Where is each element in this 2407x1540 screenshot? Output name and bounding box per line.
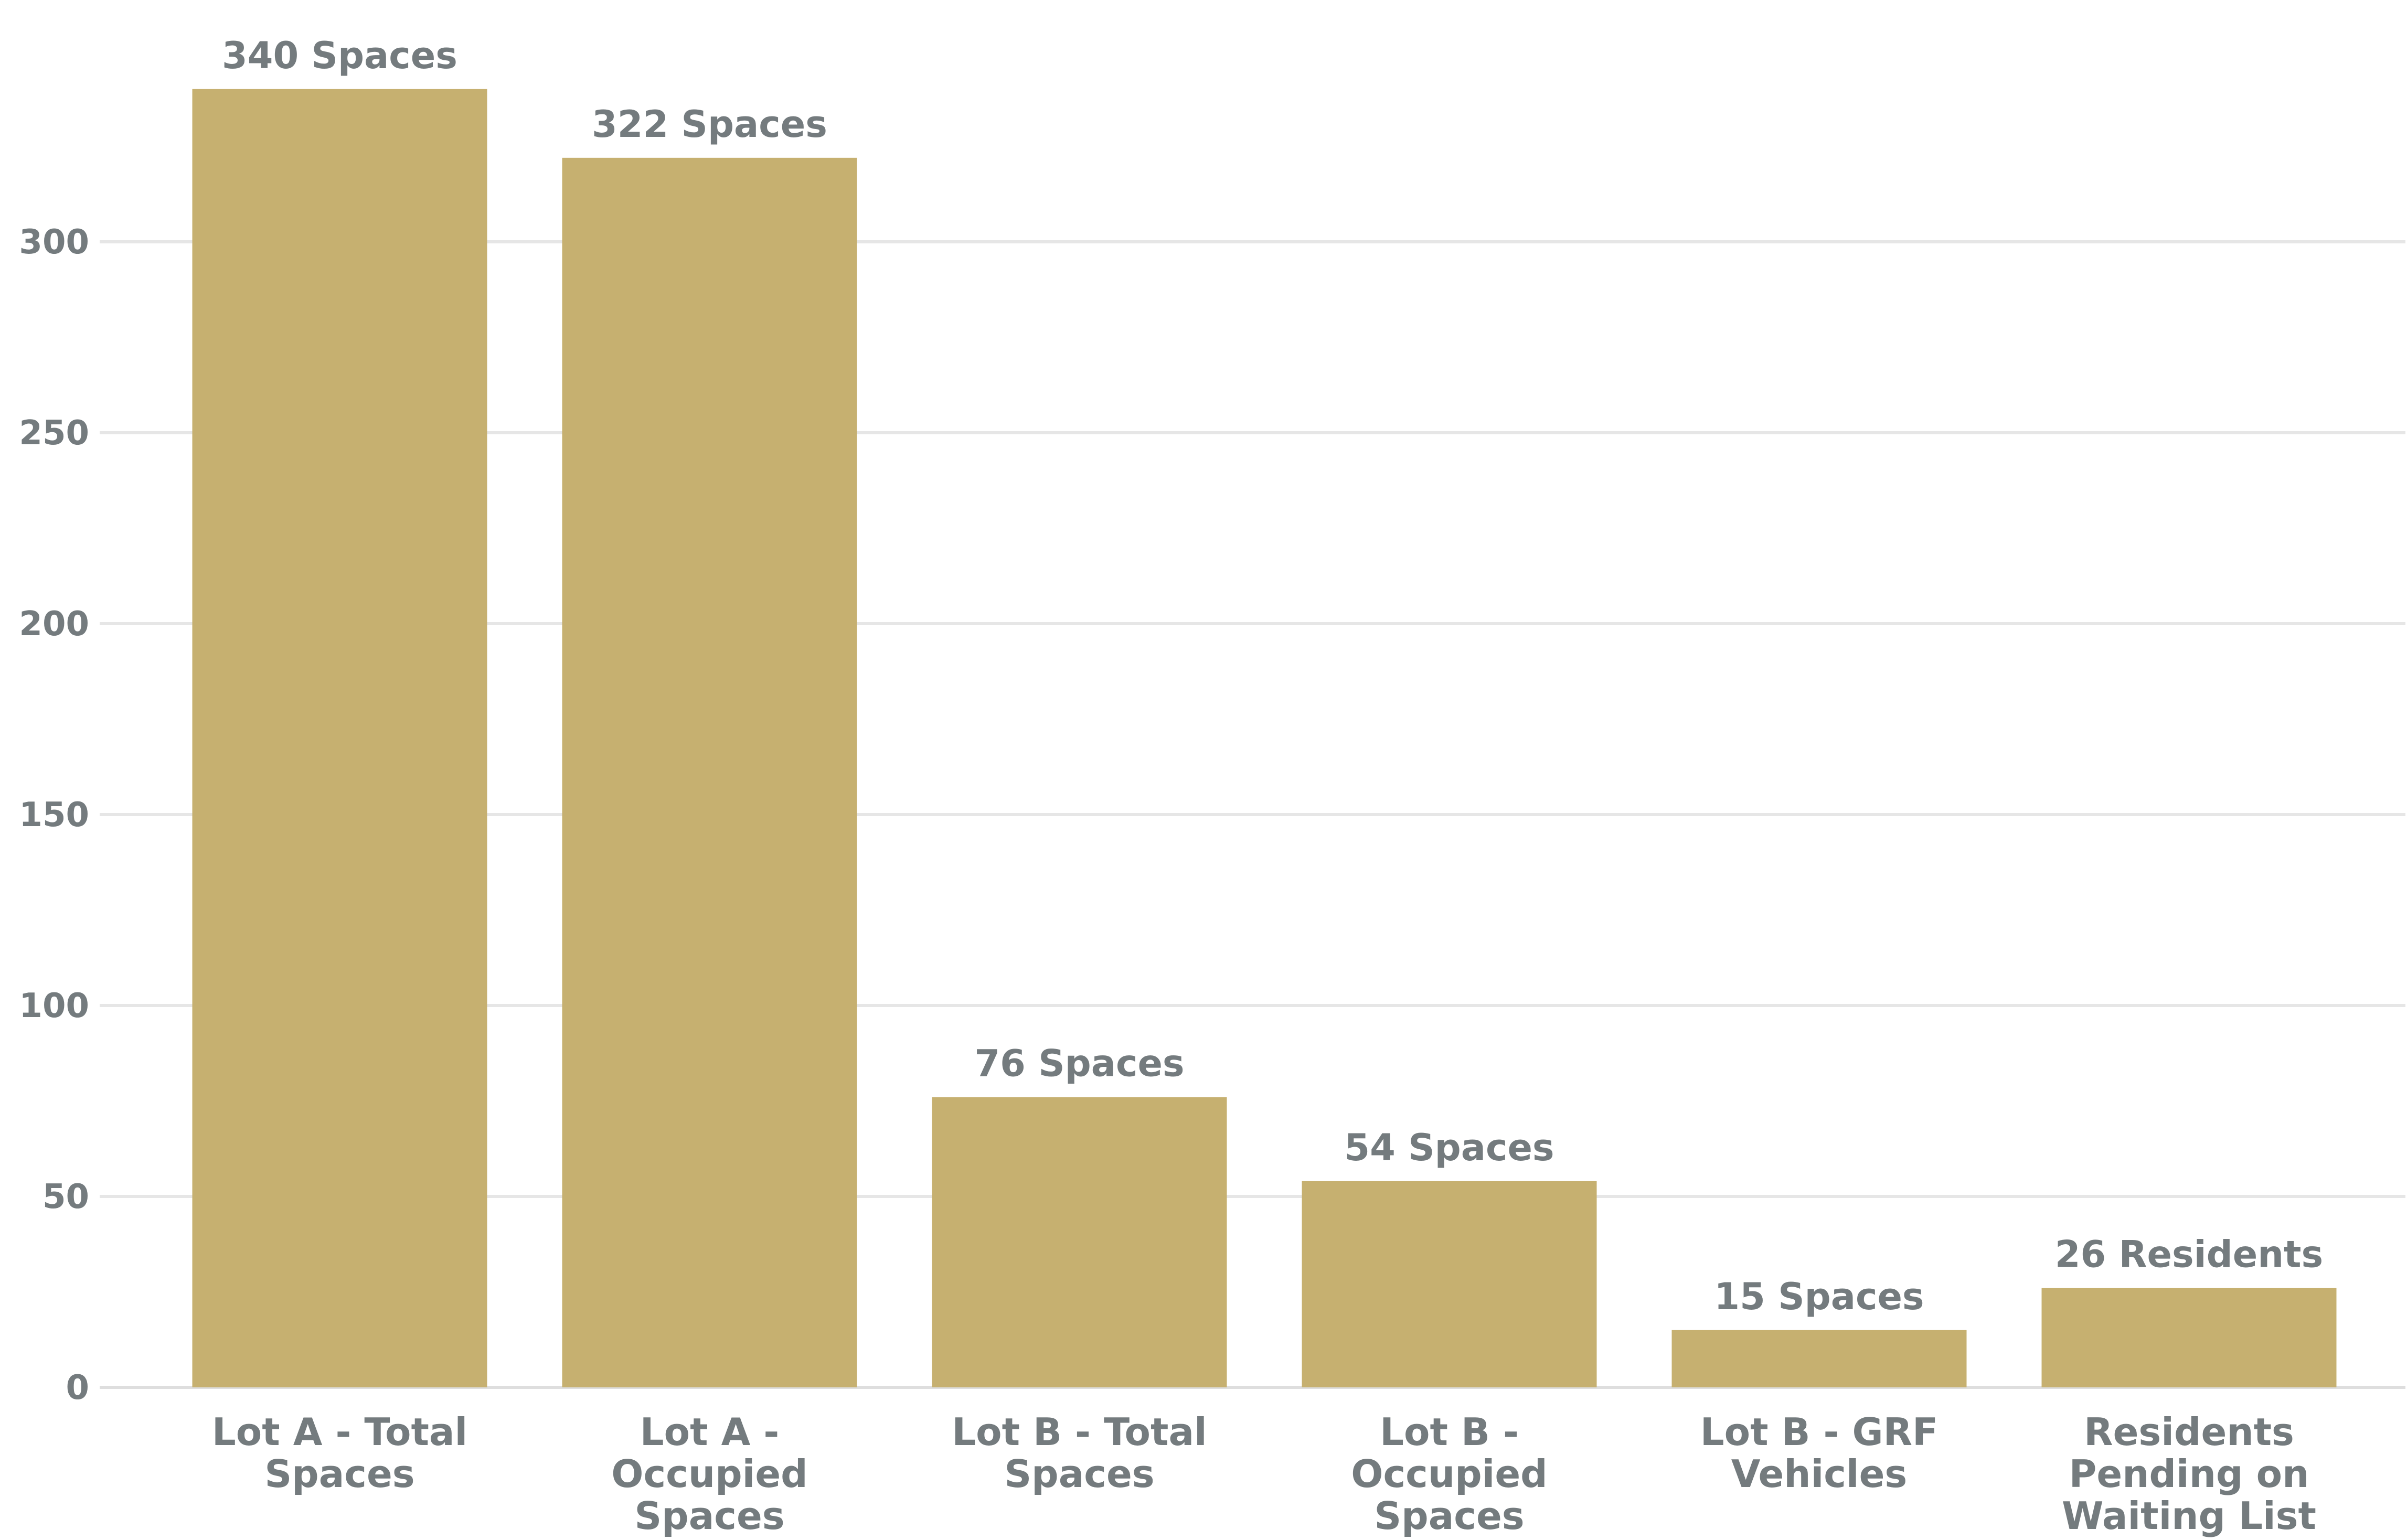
x-tick-label: Residents Pending on Waiting List xyxy=(2062,1410,2316,1538)
y-tick-label: 50 xyxy=(42,1178,89,1216)
y-tick-label: 150 xyxy=(19,796,89,835)
x-tick-label-line: Lot A - Total xyxy=(212,1410,467,1454)
data-label: 54 Spaces xyxy=(1344,1126,1554,1169)
x-tick-label-line: Occupied xyxy=(1351,1452,1547,1496)
y-tick-label: 0 xyxy=(66,1368,89,1407)
bar xyxy=(2041,1288,2337,1387)
x-tick-label: Lot A -Occupied Spaces xyxy=(611,1410,807,1538)
x-tick-label: Lot B -Occupied Spaces xyxy=(1351,1410,1547,1538)
x-tick-label-line: Waiting List xyxy=(2062,1494,2316,1538)
bar xyxy=(1302,1181,1597,1387)
y-tick-label: 100 xyxy=(19,987,89,1025)
x-tick-label-line: Lot B - GRF xyxy=(1700,1410,1938,1454)
y-axis-ticks: 0 50 100 150 200 250 300 xyxy=(19,223,89,1407)
bar xyxy=(562,157,857,1387)
data-label: 322 Spaces xyxy=(592,103,827,146)
x-tick-label-line: Spaces xyxy=(1004,1452,1154,1496)
x-tick-label-line: Vehicles xyxy=(1731,1452,1908,1496)
x-tick-label: Lot A - Total Spaces xyxy=(212,1410,467,1496)
y-tick-label: 300 xyxy=(19,223,89,262)
data-label: 26 Residents xyxy=(2055,1233,2323,1276)
x-tick-label-line: Spaces xyxy=(634,1494,784,1538)
x-tick-label-line: Occupied xyxy=(611,1452,807,1496)
data-label: 15 Spaces xyxy=(1714,1275,1924,1318)
x-tick-label-line: Pending on xyxy=(2069,1452,2309,1496)
y-tick-label: 200 xyxy=(19,605,89,644)
x-tick-label-line: Lot B - xyxy=(1380,1410,1519,1454)
data-label: 76 Spaces xyxy=(974,1042,1184,1085)
x-tick-label-line: Lot B - Total xyxy=(952,1410,1207,1454)
data-label: 340 Spaces xyxy=(222,34,457,77)
bar xyxy=(1671,1330,1967,1387)
x-tick-label-line: Residents xyxy=(2084,1410,2294,1454)
data-labels: 340 Spaces 322 Spaces 76 Spaces 54 Spaces 15… xyxy=(222,34,2323,1318)
bar xyxy=(932,1097,1227,1387)
x-tick-label-line: Lot A - xyxy=(640,1410,780,1454)
x-tick-label-line: Spaces xyxy=(264,1452,414,1496)
x-tick-label-line: Spaces xyxy=(1374,1494,1524,1538)
bar xyxy=(192,89,487,1387)
bars xyxy=(192,89,2337,1387)
x-tick-label: Lot B - GRF Vehicles xyxy=(1700,1410,1938,1496)
x-tick-label: Lot B - Total Spaces xyxy=(952,1410,1207,1496)
y-tick-label: 250 xyxy=(19,414,89,453)
